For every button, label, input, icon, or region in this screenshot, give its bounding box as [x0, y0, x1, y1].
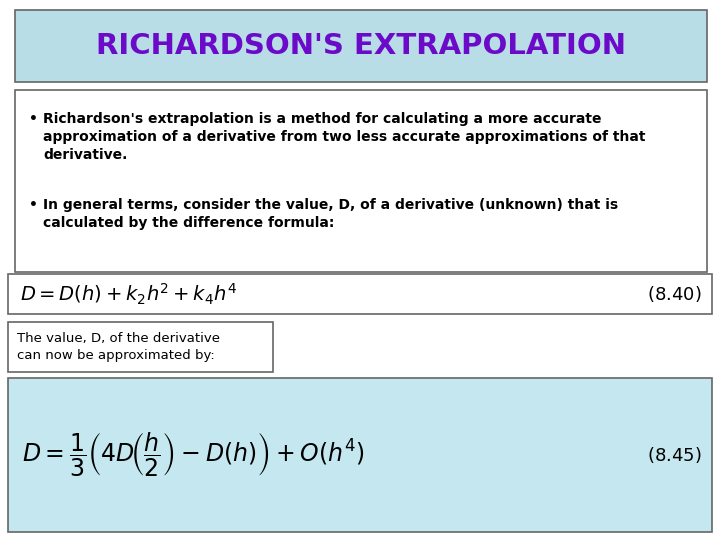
- Text: RICHARDSON'S EXTRAPOLATION: RICHARDSON'S EXTRAPOLATION: [96, 32, 626, 60]
- Text: The value, D, of the derivative
can now be approximated by:: The value, D, of the derivative can now …: [17, 332, 220, 362]
- Text: •: •: [29, 198, 38, 212]
- FancyBboxPatch shape: [8, 378, 712, 532]
- Text: $(8.45)$: $(8.45)$: [647, 445, 702, 465]
- Text: $D = \dfrac{1}{3}\left(4D\!\left(\dfrac{h}{2}\right)-D(h)\right)+O(h^4)$: $D = \dfrac{1}{3}\left(4D\!\left(\dfrac{…: [22, 431, 365, 479]
- FancyBboxPatch shape: [15, 10, 707, 82]
- FancyBboxPatch shape: [15, 90, 707, 272]
- Text: $(8.40)$: $(8.40)$: [647, 284, 702, 304]
- Text: Richardson's extrapolation is a method for calculating a more accurate
approxima: Richardson's extrapolation is a method f…: [43, 112, 646, 161]
- Text: In general terms, consider the value, D, of a derivative (unknown) that is
calcu: In general terms, consider the value, D,…: [43, 198, 618, 230]
- Text: $D = D(h)+k_2h^2+k_4h^4$: $D = D(h)+k_2h^2+k_4h^4$: [20, 281, 237, 307]
- Text: •: •: [29, 112, 38, 126]
- FancyBboxPatch shape: [8, 322, 273, 372]
- FancyBboxPatch shape: [8, 274, 712, 314]
